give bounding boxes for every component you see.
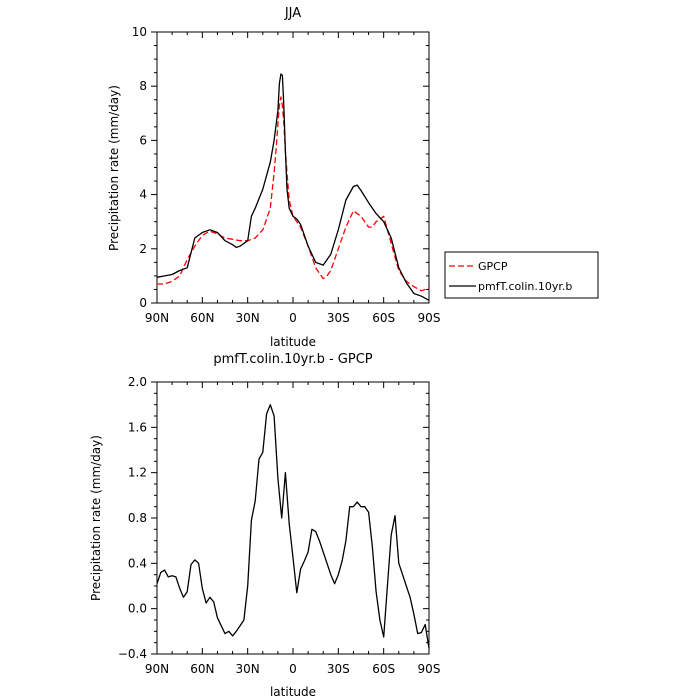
panel-bottom-title: pmfT.colin.10yr.b - GPCP bbox=[213, 352, 372, 367]
panel-bottom-series-line-1 bbox=[156, 404, 430, 649]
panel-top-title: JJA bbox=[284, 6, 301, 21]
legend-gpcp-label: GPCP bbox=[478, 260, 508, 273]
panel-bottom-ytick-label: 2.0 bbox=[128, 375, 147, 389]
panel-top-xtick-label: 30S bbox=[327, 311, 350, 325]
panel-top-ytick-label: 0 bbox=[139, 296, 147, 310]
panel-bottom-ytick-label: 0.0 bbox=[128, 602, 147, 616]
legend-model-label: pmfT.colin.10yr.b bbox=[478, 280, 572, 293]
panel-top-ytick-label: 8 bbox=[139, 79, 147, 93]
panel-bottom-ytick-label: 0.8 bbox=[128, 511, 147, 525]
panel-top-ytick-label: 4 bbox=[139, 188, 147, 202]
panel-top-xtick-label: 0 bbox=[289, 311, 297, 325]
panel-top-ytick-label: 10 bbox=[132, 25, 147, 39]
panel-top-xtick-label: 30N bbox=[236, 311, 260, 325]
panel-bottom-xlabel: latitude bbox=[270, 685, 316, 699]
panel-bottom-xtick-label: 90S bbox=[418, 662, 441, 676]
panel-top-frame bbox=[156, 31, 430, 304]
panel-bottom-ytick-label: 1.2 bbox=[128, 466, 147, 480]
panel-bottom-xtick-label: 60N bbox=[190, 662, 214, 676]
panel-bottom-frame bbox=[156, 381, 430, 655]
panel-bottom-ytick-label: 1.6 bbox=[128, 420, 147, 434]
panel-top-series-line-gpcp bbox=[157, 96, 430, 292]
legend-box bbox=[444, 251, 599, 299]
panel-bottom-xtick-label: 0 bbox=[289, 662, 297, 676]
panel-bottom-xtick-label: 60S bbox=[372, 662, 395, 676]
panel-top-xtick-label: 60N bbox=[190, 311, 214, 325]
panel-bottom: pmfT.colin.10yr.b - GPCP 90N 60N 30N 0 30S 60… bbox=[89, 352, 440, 699]
legend: GPCP pmfT.colin.10yr.b bbox=[444, 251, 599, 299]
panel-top-xlabel: latitude bbox=[270, 335, 316, 349]
panel-bottom-xtick-label: 30S bbox=[327, 662, 350, 676]
panel-top-xtick-label: 90S bbox=[418, 311, 441, 325]
panel-top-ytick-label: 6 bbox=[139, 133, 147, 147]
panel-bottom-ylabel: Precipitation rate (mm/day) bbox=[89, 435, 103, 601]
panel-bottom-xtick-label: 30N bbox=[236, 662, 260, 676]
panel-bottom-xtick-label: 90N bbox=[145, 662, 169, 676]
panel-bottom-ytick-label: 0.4 bbox=[128, 556, 147, 570]
panel-top-xtick-label: 90N bbox=[145, 311, 169, 325]
panel-top-series-line-pmft-colin-10yr-b bbox=[156, 73, 430, 301]
panel-top-ylabel: Precipitation rate (mm/day) bbox=[107, 85, 121, 251]
panel-top-xtick-label: 60S bbox=[372, 311, 395, 325]
panel-top-ytick-label: 2 bbox=[139, 242, 147, 256]
panel-bottom-ytick-label: −0.4 bbox=[118, 647, 147, 661]
